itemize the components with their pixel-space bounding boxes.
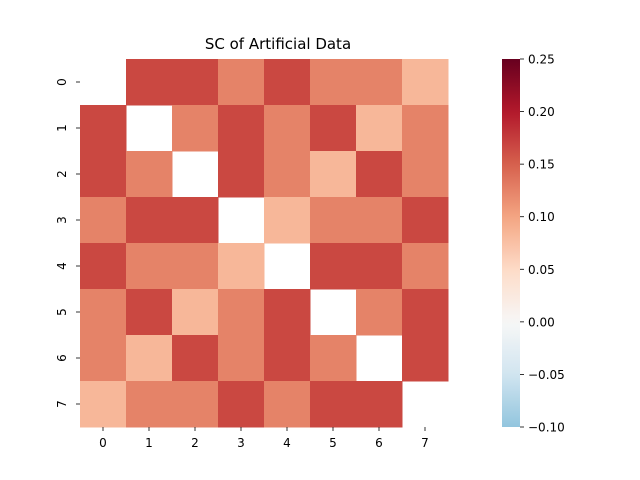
heatmap-cell-r4-c1 xyxy=(126,243,173,290)
heatmap-cell-r2-c3 xyxy=(218,151,265,198)
x-tick-label: 2 xyxy=(191,436,199,450)
x-tick-label: 4 xyxy=(283,436,291,450)
heatmap-cell-r5-c2 xyxy=(172,289,219,336)
heatmap-cell-r6-c7 xyxy=(402,335,449,382)
heatmap-cell-r3-c6 xyxy=(356,197,403,244)
y-tick-label: 7 xyxy=(55,400,69,408)
y-axis-ticks: 0 1 2 3 4 5 6 7 xyxy=(55,78,80,408)
heatmap-cell-r5-c6 xyxy=(356,289,403,336)
heatmap-cell-r1-c5 xyxy=(310,105,357,152)
colorbar-tick-label: −0.10 xyxy=(528,421,565,435)
heatmap-cell-r0-c6 xyxy=(356,59,403,106)
colorbar-tick-label: 0.10 xyxy=(528,210,555,224)
heatmap-cell-r6-c0 xyxy=(80,335,127,382)
heatmap-cell-r7-c6 xyxy=(356,381,403,428)
colorbar-tick-label: 0.15 xyxy=(528,158,555,172)
x-tick-label: 3 xyxy=(237,436,245,450)
heatmap-cell-r7-c5 xyxy=(310,381,357,428)
heatmap-cell-r3-c5 xyxy=(310,197,357,244)
heatmap-cell-r5-c7 xyxy=(402,289,449,336)
heatmap-cell-r3-c1 xyxy=(126,197,173,244)
y-tick-label: 1 xyxy=(55,124,69,132)
heatmap-cell-r2-c7 xyxy=(402,151,449,198)
heatmap-cell-r6-c2 xyxy=(172,335,219,382)
y-tick-label: 4 xyxy=(55,262,69,270)
x-axis-ticks: 0 1 2 3 4 5 6 7 xyxy=(99,427,429,450)
heatmap-cell-r6-c4 xyxy=(264,335,311,382)
heatmap-cell-r7-c0 xyxy=(80,381,127,428)
heatmap-cell-r3-c0 xyxy=(80,197,127,244)
heatmap-cell-r4-c2 xyxy=(172,243,219,290)
colorbar-tick-label: 0.00 xyxy=(528,315,555,329)
heatmap-cell-r0-c5 xyxy=(310,59,357,106)
heatmap-cell-r7-c2 xyxy=(172,381,219,428)
heatmap-cell-r1-c0 xyxy=(80,105,127,152)
heatmap-cell-r0-c3 xyxy=(218,59,265,106)
y-tick-label: 0 xyxy=(55,78,69,86)
y-tick-label: 2 xyxy=(55,170,69,178)
heatmap-cell-r1-c3 xyxy=(218,105,265,152)
heatmap-cell-r2-c1 xyxy=(126,151,173,198)
heatmap-cell-r2-c4 xyxy=(264,151,311,198)
heatmap-cell-r5-c1 xyxy=(126,289,173,336)
heatmap-cell-r0-c4 xyxy=(264,59,311,106)
heatmap-cell-r4-c7 xyxy=(402,243,449,290)
chart-title: SC of Artificial Data xyxy=(205,35,351,53)
heatmap-cell-r4-c5 xyxy=(310,243,357,290)
y-tick-label: 6 xyxy=(55,354,69,362)
x-tick-label: 0 xyxy=(99,436,107,450)
heatmap-cell-r1-c6 xyxy=(356,105,403,152)
colorbar xyxy=(502,59,520,427)
heatmap-cell-r4-c6 xyxy=(356,243,403,290)
y-tick-label: 3 xyxy=(55,216,69,224)
colorbar-tick-label: 0.05 xyxy=(528,263,555,277)
colorbar-tick-label: −0.05 xyxy=(528,368,565,382)
colorbar-tick-label: 0.25 xyxy=(528,53,555,67)
heatmap-cell-r5-c0 xyxy=(80,289,127,336)
x-tick-label: 1 xyxy=(145,436,153,450)
heatmap-cell-r6-c3 xyxy=(218,335,265,382)
heatmap-cells xyxy=(80,59,449,428)
heatmap-cell-r2-c5 xyxy=(310,151,357,198)
heatmap-cell-r3-c7 xyxy=(402,197,449,244)
heatmap-cell-r3-c2 xyxy=(172,197,219,244)
x-tick-label: 5 xyxy=(329,436,337,450)
heatmap-cell-r5-c4 xyxy=(264,289,311,336)
x-tick-label: 6 xyxy=(375,436,383,450)
x-tick-label: 7 xyxy=(421,436,429,450)
heatmap-cell-r1-c2 xyxy=(172,105,219,152)
heatmap-cell-r4-c3 xyxy=(218,243,265,290)
heatmap-cell-r7-c4 xyxy=(264,381,311,428)
heatmap-cell-r3-c4 xyxy=(264,197,311,244)
heatmap-cell-r1-c4 xyxy=(264,105,311,152)
heatmap-cell-r0-c1 xyxy=(126,59,173,106)
heatmap-cell-r4-c0 xyxy=(80,243,127,290)
colorbar-ticks: −0.10 −0.05 0.00 0.05 0.10 0.15 0.20 0.25 xyxy=(520,53,565,435)
heatmap-cell-r5-c3 xyxy=(218,289,265,336)
colorbar-tick-label: 0.20 xyxy=(528,105,555,119)
heatmap-cell-r0-c7 xyxy=(402,59,449,106)
y-tick-label: 5 xyxy=(55,308,69,316)
heatmap-cell-r2-c6 xyxy=(356,151,403,198)
heatmap-cell-r1-c7 xyxy=(402,105,449,152)
heatmap-cell-r6-c1 xyxy=(126,335,173,382)
heatmap-cell-r6-c5 xyxy=(310,335,357,382)
heatmap-cell-r2-c0 xyxy=(80,151,127,198)
heatmap-cell-r7-c1 xyxy=(126,381,173,428)
heatmap-cell-r7-c3 xyxy=(218,381,265,428)
heatmap-cell-r0-c2 xyxy=(172,59,219,106)
